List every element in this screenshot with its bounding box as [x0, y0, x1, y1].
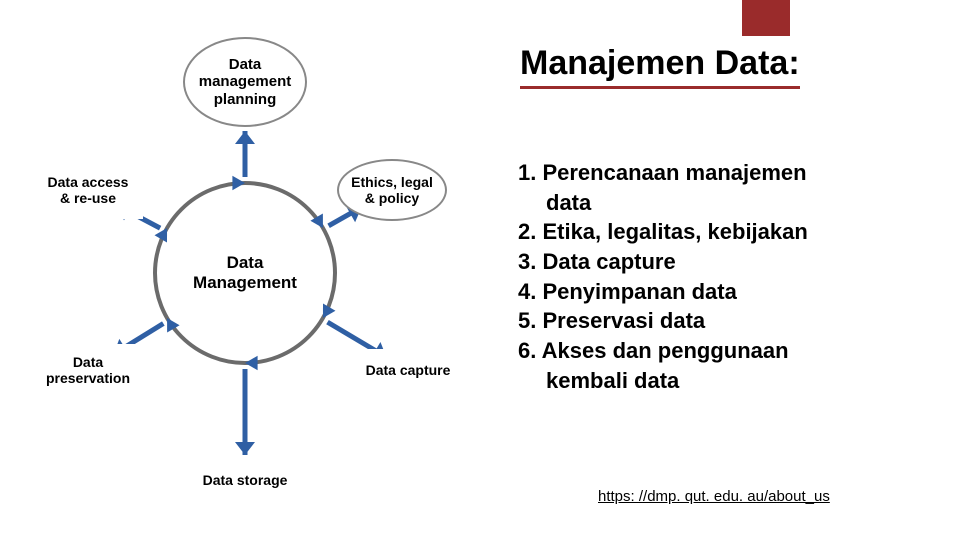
diagram-node-preservation: Datapreservation — [33, 344, 143, 396]
diagram-node-planning: Datamanagementplanning — [183, 37, 307, 127]
data-management-diagram: DataManagement Datamanagementplanning Eth… — [10, 10, 480, 530]
diagram-node-access: Data access& re-use — [33, 161, 143, 219]
diagram-node-ethics: Ethics, legal& policy — [337, 159, 447, 221]
list-item: 3. Data capture — [518, 247, 808, 277]
source-link[interactable]: https: //dmp. qut. edu. au/about_us — [598, 488, 830, 505]
diagram-center-label: DataManagement — [175, 253, 315, 292]
list-item-cont: data — [518, 188, 808, 218]
list-item: 6. Akses dan penggunaan — [518, 336, 808, 366]
accent-block — [742, 0, 790, 36]
list-item: 1. Perencanaan manajemen — [518, 158, 808, 188]
page-title: Manajemen Data: — [520, 44, 800, 83]
content-list: 1. Perencanaan manajemendata2. Etika, le… — [518, 158, 808, 396]
source-text: https: //dmp. qut. edu. au/about_us — [598, 488, 830, 505]
list-item: 4. Penyimpanan data — [518, 277, 808, 307]
list-item-cont: kembali data — [518, 366, 808, 396]
diagram-node-capture: Data capture — [354, 349, 462, 391]
list-item: 2. Etika, legalitas, kebijakan — [518, 217, 808, 247]
title-text: Manajemen Data: — [520, 44, 800, 82]
list-item: 5. Preservasi data — [518, 306, 808, 336]
diagram-node-storage: Data storage — [191, 459, 299, 501]
